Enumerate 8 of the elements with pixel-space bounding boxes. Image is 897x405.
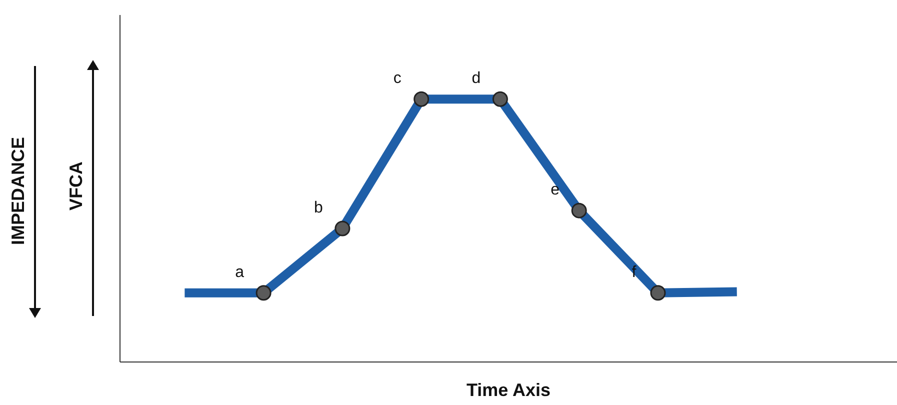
x-axis-title: Time Axis: [465, 380, 552, 401]
annotation: e: [550, 182, 560, 199]
text: IMPEDANCE: [7, 136, 29, 248]
text: c: [393, 70, 402, 88]
annotation: b: [314, 199, 323, 216]
text: d: [472, 70, 481, 88]
annotation: a: [235, 264, 244, 281]
y-axis-title: VFCA: [65, 160, 87, 212]
